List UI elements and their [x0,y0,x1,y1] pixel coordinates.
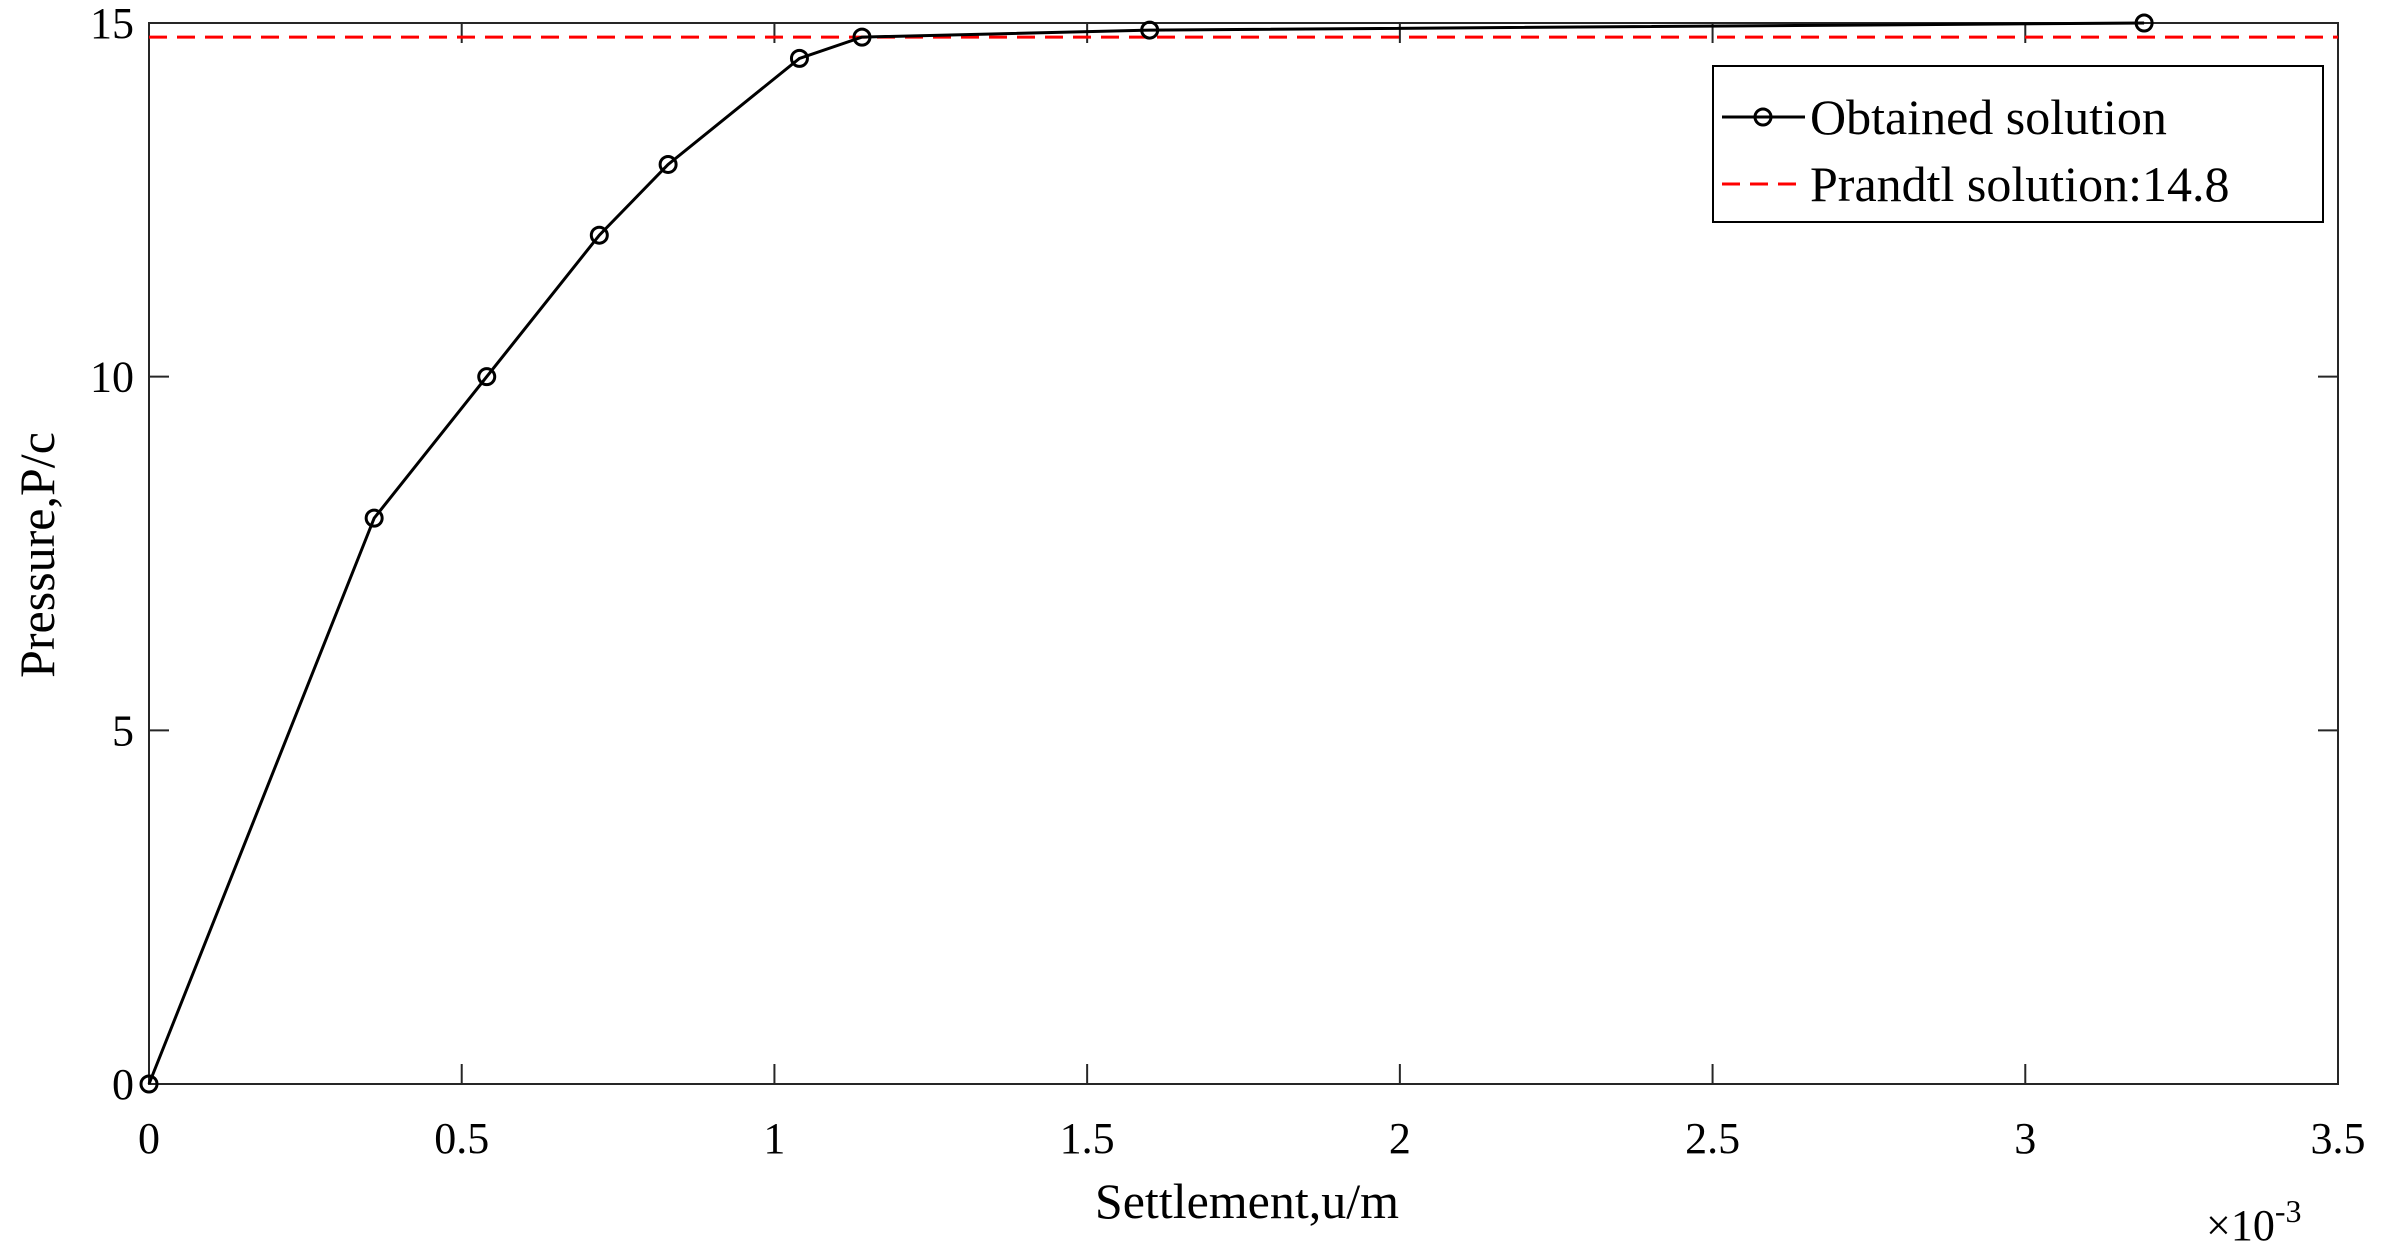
legend-marker-obtained [1753,107,1773,127]
y-tick-label: 0 [112,1060,134,1109]
legend: Obtained solution Prandtl solution:14.8 [1712,65,2324,223]
legend-label-obtained: Obtained solution [1810,89,2167,145]
x-axis-exponent-power: -3 [2275,1193,2302,1229]
y-axis-label: Pressure,P/c [9,432,65,678]
y-tick-label: 10 [90,353,134,402]
legend-label-prandtl: Prandtl solution:14.8 [1810,156,2229,212]
legend-box [1712,65,2324,223]
x-tick-label: 1 [763,1114,785,1163]
y-tick-label: 5 [112,706,134,755]
data-point-obtained [589,225,609,245]
x-tick-label: 1.5 [1060,1114,1115,1163]
x-axis-exponent-base: ×10 [2206,1201,2275,1250]
plot-area [148,22,2339,1085]
data-point-obtained [139,1074,159,1094]
data-point-obtained [789,48,809,68]
data-point-obtained [852,27,872,47]
data-point-obtained [1140,20,1160,40]
y-axis-ticks: 0 5 10 15 [90,0,2338,1109]
data-point-obtained [2134,13,2154,33]
x-axis-label: Settlement,u/m [1095,1173,1399,1229]
x-axis-exponent: ×10-3 [2206,1193,2301,1250]
x-axis-ticks: 0 0.5 1 1.5 2 2.5 3 3.5 [138,23,2366,1163]
series-layer [139,13,2338,1094]
series-line-obtained [147,21,2145,1085]
y-tick-label: 15 [90,0,134,48]
x-tick-label: 0 [138,1114,160,1163]
x-tick-label: 2 [1389,1114,1411,1163]
x-tick-label: 0.5 [434,1114,489,1163]
x-tick-label: 3.5 [2311,1114,2366,1163]
data-point-obtained [658,154,678,174]
data-point-obtained [364,508,384,528]
axes-box [148,22,2339,1085]
x-tick-label: 2.5 [1685,1114,1740,1163]
data-point-obtained [477,367,497,387]
x-tick-label: 3 [2014,1114,2036,1163]
